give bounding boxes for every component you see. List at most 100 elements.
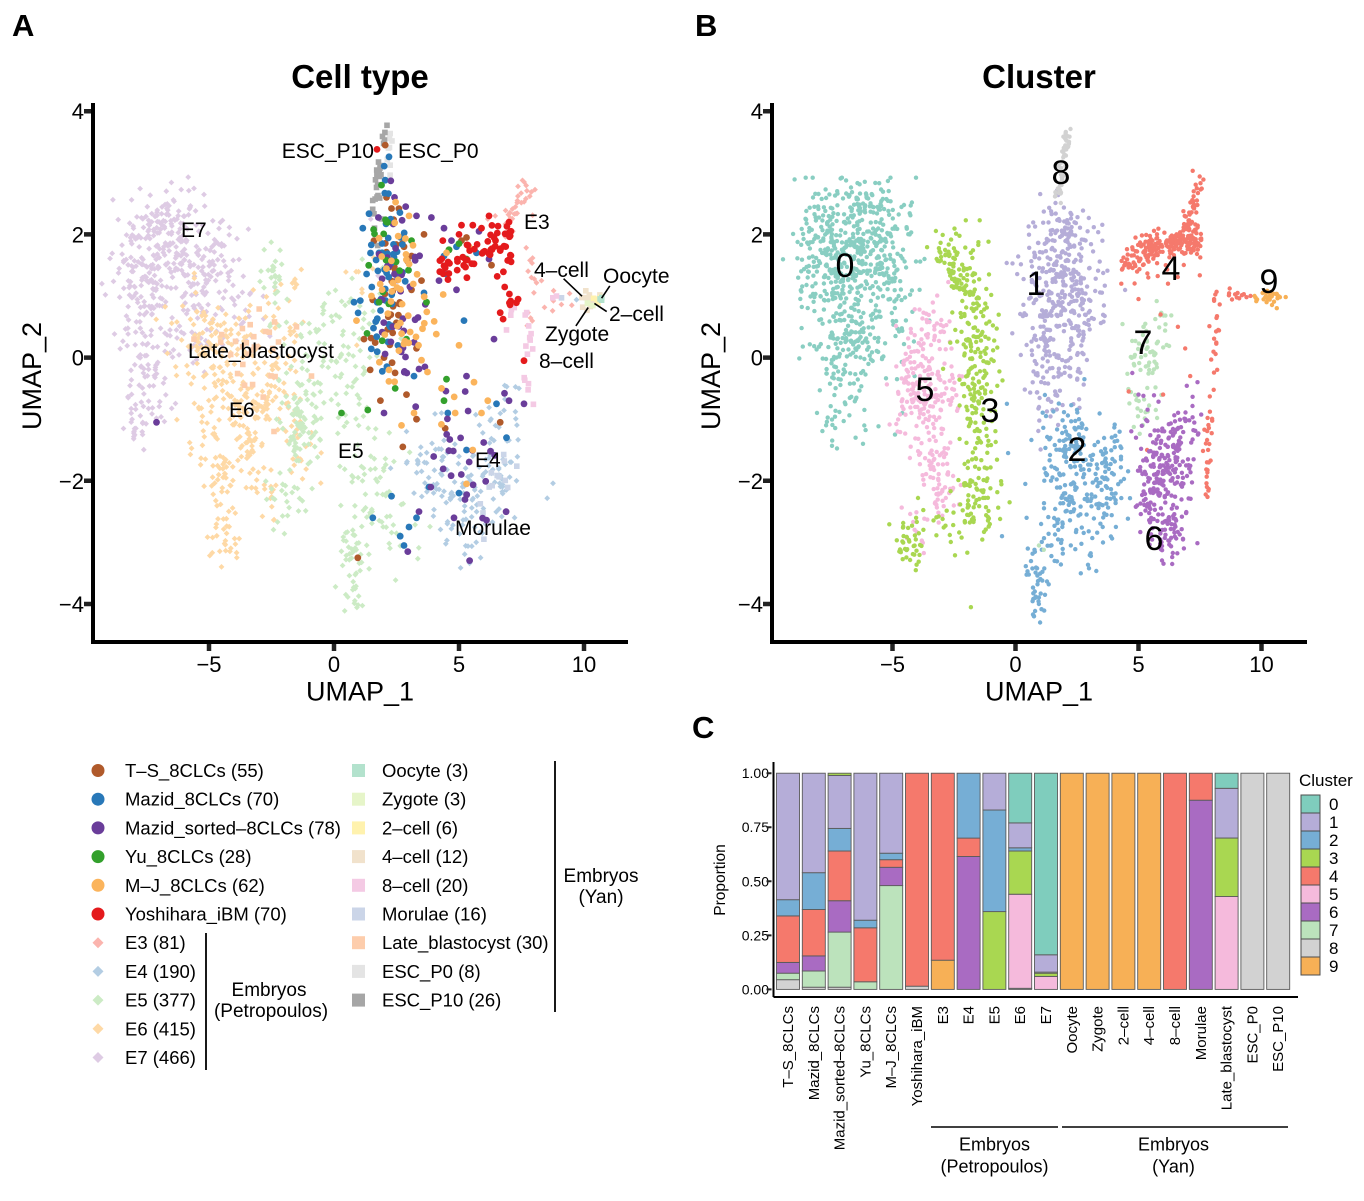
svg-text:Morulae (16): Morulae (16) — [382, 904, 487, 925]
svg-text:2: 2 — [1068, 431, 1087, 469]
svg-text:Late_blastocyst: Late_blastocyst — [1219, 1005, 1236, 1110]
svg-text:UMAP_2: UMAP_2 — [17, 322, 47, 430]
svg-text:E5: E5 — [986, 1006, 1003, 1024]
svg-text:Embryos: Embryos — [564, 866, 639, 887]
svg-text:2–cell: 2–cell — [1115, 1006, 1132, 1045]
svg-text:6: 6 — [1145, 520, 1164, 558]
svg-text:UMAP_1: UMAP_1 — [306, 677, 414, 707]
svg-text:E7: E7 — [1038, 1006, 1055, 1024]
svg-text:C: C — [692, 710, 714, 745]
svg-text:E5: E5 — [338, 440, 364, 463]
svg-text:Zygote: Zygote — [1090, 1006, 1107, 1052]
svg-text:Embryos: Embryos — [959, 1135, 1030, 1155]
svg-text:Morulae: Morulae — [455, 517, 531, 540]
svg-text:(Yan): (Yan) — [578, 887, 623, 908]
svg-text:0.75: 0.75 — [742, 819, 769, 835]
svg-text:10: 10 — [1249, 652, 1273, 677]
svg-text:8–cell: 8–cell — [539, 350, 594, 373]
svg-text:E7 (466): E7 (466) — [125, 1047, 196, 1068]
svg-text:5: 5 — [453, 652, 465, 677]
svg-text:E4: E4 — [475, 449, 501, 472]
svg-text:Mazid_8CLCs: Mazid_8CLCs — [806, 1006, 823, 1100]
svg-text:7: 7 — [1329, 921, 1338, 940]
svg-text:2: 2 — [751, 222, 763, 247]
svg-text:A: A — [12, 8, 34, 43]
svg-text:Cluster: Cluster — [982, 58, 1096, 95]
svg-text:10: 10 — [572, 652, 596, 677]
svg-text:0: 0 — [751, 346, 763, 371]
svg-text:E3 (81): E3 (81) — [125, 932, 186, 953]
svg-text:Oocyte: Oocyte — [1064, 1006, 1081, 1054]
svg-text:(Petropoulos): (Petropoulos) — [940, 1157, 1048, 1177]
svg-text:4–cell: 4–cell — [1141, 1006, 1158, 1045]
svg-text:UMAP_1: UMAP_1 — [985, 677, 1093, 707]
svg-text:E4 (190): E4 (190) — [125, 961, 196, 982]
svg-text:Morulae: Morulae — [1193, 1006, 1210, 1060]
svg-text:Mazid_8CLCs (70): Mazid_8CLCs (70) — [125, 789, 279, 811]
svg-text:T–S_8CLCs (55): T–S_8CLCs (55) — [125, 760, 264, 782]
svg-text:4–cell: 4–cell — [534, 259, 589, 282]
svg-text:2–cell: 2–cell — [609, 303, 664, 326]
svg-text:−4: −4 — [59, 592, 84, 617]
svg-text:Cluster: Cluster — [1299, 771, 1353, 790]
svg-text:−2: −2 — [738, 469, 763, 494]
svg-text:(Yan): (Yan) — [1152, 1157, 1195, 1177]
svg-text:4: 4 — [1329, 867, 1338, 886]
svg-text:Late_blastocyst: Late_blastocyst — [188, 340, 334, 363]
svg-text:3: 3 — [1329, 849, 1338, 868]
svg-text:ESC_P10 (26): ESC_P10 (26) — [382, 990, 501, 1012]
svg-text:Yoshihara_iBM: Yoshihara_iBM — [909, 1006, 926, 1106]
svg-text:Zygote (3): Zygote (3) — [382, 789, 466, 810]
svg-text:0: 0 — [1009, 652, 1021, 677]
svg-text:0: 0 — [72, 346, 84, 371]
svg-text:0.00: 0.00 — [742, 981, 769, 997]
svg-text:E6: E6 — [229, 399, 255, 422]
svg-text:8: 8 — [1052, 154, 1071, 192]
svg-text:8–cell (20): 8–cell (20) — [382, 875, 468, 896]
svg-text:1: 1 — [1027, 265, 1046, 303]
svg-text:ESC_P10: ESC_P10 — [1270, 1006, 1287, 1072]
svg-text:UMAP_2: UMAP_2 — [696, 322, 726, 430]
svg-text:5: 5 — [1329, 885, 1338, 904]
svg-text:Yu_8CLCs (28): Yu_8CLCs (28) — [125, 846, 251, 868]
svg-text:−5: −5 — [196, 652, 221, 677]
svg-text:9: 9 — [1260, 263, 1279, 301]
svg-text:5: 5 — [1132, 652, 1144, 677]
svg-text:−2: −2 — [59, 469, 84, 494]
svg-text:4: 4 — [1162, 250, 1181, 288]
svg-text:Oocyte (3): Oocyte (3) — [382, 760, 468, 781]
svg-text:0: 0 — [328, 652, 340, 677]
svg-text:2–cell (6): 2–cell (6) — [382, 817, 458, 838]
svg-text:6: 6 — [1329, 903, 1338, 922]
svg-text:E3: E3 — [524, 211, 550, 234]
svg-text:2: 2 — [1329, 831, 1338, 850]
svg-text:Zygote: Zygote — [545, 323, 609, 346]
svg-text:Yu_8CLCs: Yu_8CLCs — [857, 1006, 874, 1078]
svg-text:ESC_P0: ESC_P0 — [1244, 1006, 1261, 1064]
svg-text:ESC_P0 (8): ESC_P0 (8) — [382, 961, 481, 983]
svg-text:Proportion: Proportion — [712, 844, 729, 916]
svg-text:M–J_8CLCs (62): M–J_8CLCs (62) — [125, 875, 265, 897]
svg-text:1.00: 1.00 — [742, 765, 769, 781]
svg-text:3: 3 — [981, 392, 1000, 430]
svg-text:Cell type: Cell type — [291, 58, 429, 95]
svg-text:−4: −4 — [738, 592, 763, 617]
svg-text:T–S_8CLCs: T–S_8CLCs — [780, 1006, 797, 1088]
svg-text:E3: E3 — [935, 1006, 952, 1024]
svg-text:Embryos: Embryos — [1138, 1135, 1209, 1155]
svg-text:−5: −5 — [880, 652, 905, 677]
svg-text:M–J_8CLCs: M–J_8CLCs — [883, 1006, 900, 1089]
svg-text:E4: E4 — [961, 1006, 978, 1024]
svg-text:4–cell (12): 4–cell (12) — [382, 846, 468, 867]
svg-text:0: 0 — [836, 247, 855, 285]
svg-text:0.25: 0.25 — [742, 927, 769, 943]
svg-text:2: 2 — [72, 222, 84, 247]
svg-text:8–cell: 8–cell — [1167, 1006, 1184, 1045]
svg-text:8: 8 — [1329, 939, 1338, 958]
svg-text:Mazid_sorted–8CLCs (78): Mazid_sorted–8CLCs (78) — [125, 817, 341, 839]
svg-text:4: 4 — [72, 99, 84, 124]
svg-text:B: B — [695, 8, 717, 43]
svg-text:ESC_P10: ESC_P10 — [282, 140, 374, 163]
svg-text:5: 5 — [916, 371, 935, 409]
svg-text:7: 7 — [1134, 324, 1153, 362]
